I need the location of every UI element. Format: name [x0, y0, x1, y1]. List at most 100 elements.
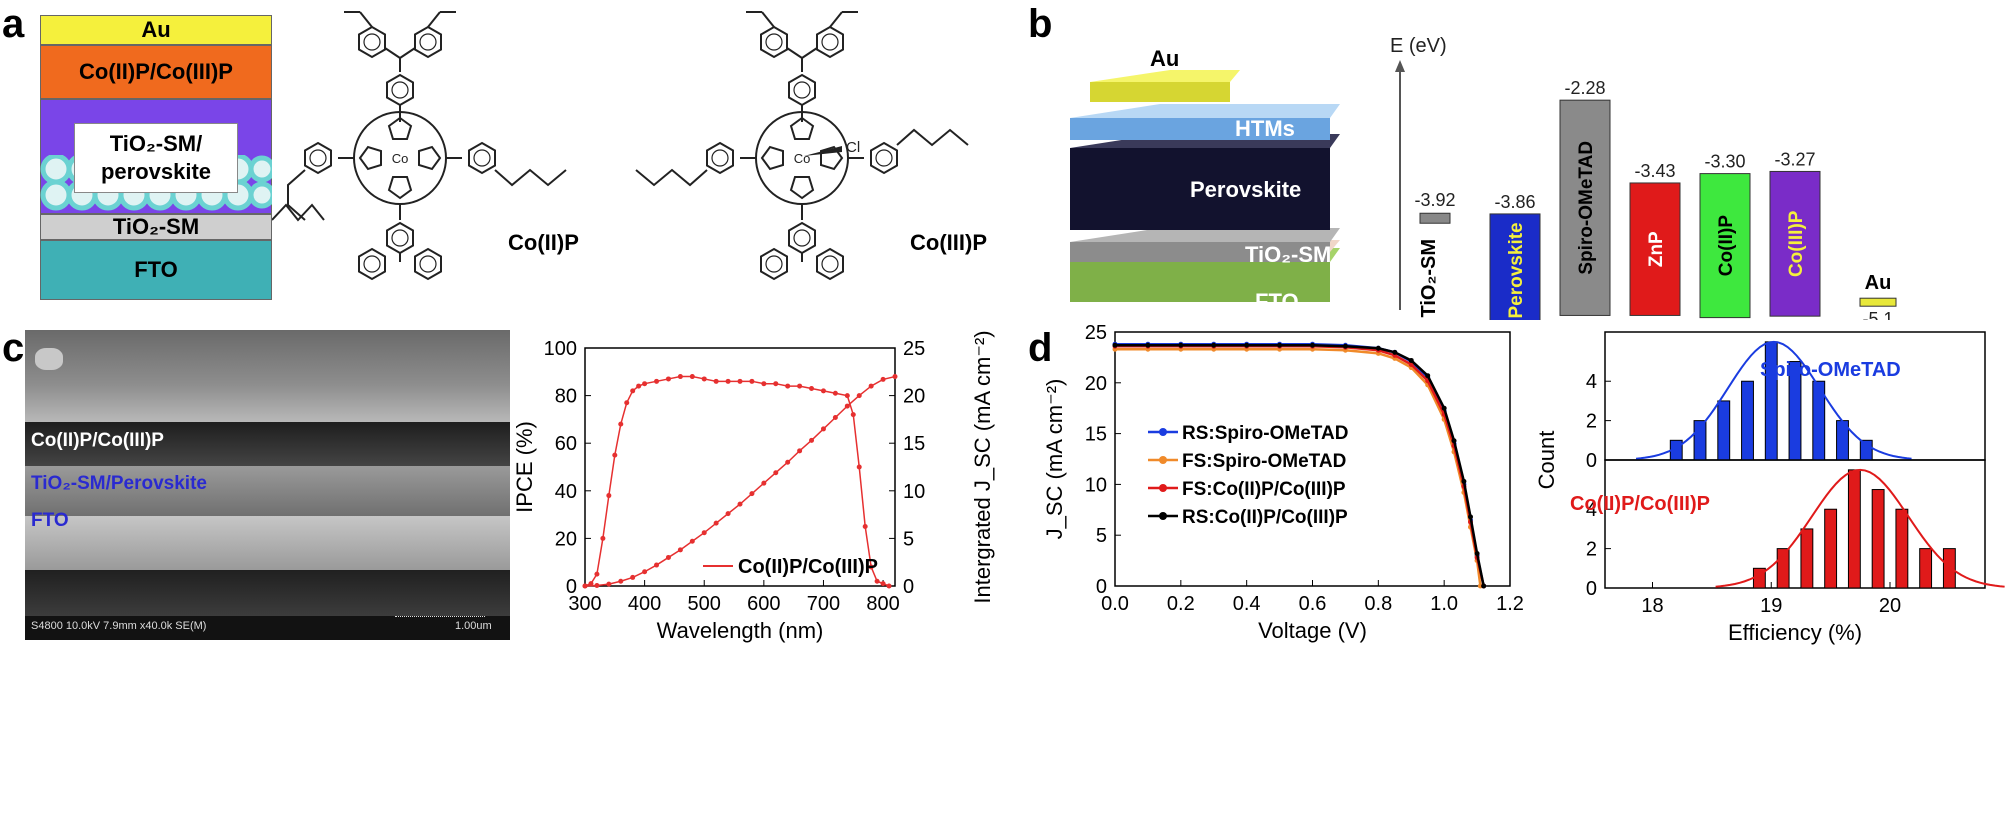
- ipce-point-1-20: [820, 426, 826, 432]
- ipce-point-0-18: [737, 378, 743, 384]
- jv-xtick-label-0: 0.0: [1101, 593, 1129, 615]
- ipce-point-1-21: [832, 414, 838, 420]
- hist-bar-1-4: [1847, 469, 1861, 589]
- jv-point-3-11: [1425, 373, 1431, 379]
- ipce-point-1-10: [701, 530, 707, 536]
- jv-point-3-14: [1461, 478, 1467, 484]
- ipce-point-1-24: [868, 383, 874, 389]
- jv-legend-marker-0: [1159, 428, 1167, 436]
- sem-footer-text: S4800 10.0kV 7.9mm x40.0k SE(M): [31, 620, 207, 632]
- chlorine-atom-label: Cl: [846, 139, 860, 156]
- ipce-point-1-26: [892, 374, 898, 380]
- jv-point-3-1: [1145, 342, 1151, 348]
- ipce-point-1-11: [713, 520, 719, 526]
- ipce-point-0-28: [850, 412, 856, 418]
- layer-tio2-label: TiO₂-SM: [112, 214, 200, 239]
- hist-bar-1-2: [1800, 528, 1814, 589]
- ipce-point-1-13: [737, 501, 743, 507]
- ipce-y2tick-label-4: 20: [903, 386, 925, 408]
- ipce-ytick-label-4: 80: [555, 386, 577, 408]
- energy-axis-arrow: [1395, 60, 1405, 72]
- energy-bar-name-0: TiO₂-SM: [1418, 239, 1440, 318]
- ipce-point-1-25: [880, 376, 886, 382]
- panel-label-d: d: [1028, 326, 1053, 370]
- ipce-point-1-1: [594, 583, 600, 589]
- jv-legend-marker-3: [1159, 512, 1167, 520]
- ipce-ytick-label-1: 20: [555, 528, 577, 550]
- device-stack-a: Au Co(II)P/Co(III)P TiO₂-SM/ perovskite …: [40, 15, 272, 300]
- ipce-point-1-22: [844, 403, 850, 409]
- tio2-sm-label-line1: TiO₂-SM/: [109, 131, 203, 156]
- jv-ytick-label-2: 10: [1085, 474, 1107, 496]
- hist-frame-1: [1604, 459, 1986, 589]
- ipce-point-0-17: [725, 378, 731, 384]
- ipce-point-0-24: [809, 385, 815, 391]
- ipce-point-0-6: [618, 421, 624, 427]
- jv-xtick-label-4: 0.8: [1364, 593, 1392, 615]
- layer-fto: FTO: [40, 240, 272, 300]
- sem-label-fto: FTO: [31, 510, 69, 531]
- stack-au-label: Au: [1150, 46, 1179, 71]
- energy-bar-0: [1419, 212, 1451, 224]
- jv-legend-label-2: FS:Co(II)P/Co(III)P: [1182, 479, 1346, 500]
- sem-perovskite-region: [25, 466, 510, 516]
- stack-htms-label: HTMs: [1235, 116, 1295, 141]
- jv-ytick-label-5: 25: [1085, 322, 1107, 344]
- ipce-point-0-11: [654, 378, 660, 384]
- ipce-point-0-20: [761, 381, 767, 387]
- ipce-point-0-26: [832, 390, 838, 396]
- sem-scale-label: 1.00um: [455, 620, 492, 632]
- sem-label-perovskite: TiO₂-SM/Perovskite: [31, 473, 207, 494]
- jv-series-line-3: [1115, 343, 1485, 587]
- ipce-y2tick-label-5: 25: [903, 338, 925, 360]
- ipce-ylabel: IPCE (%): [512, 421, 537, 513]
- jv-xtick-label-6: 1.2: [1496, 593, 1524, 615]
- jv-ytick-label-3: 15: [1085, 424, 1107, 446]
- energy-bar-name-6: Au: [1865, 272, 1892, 294]
- energy-bottom-label-6: -5.1: [1862, 309, 1893, 320]
- jv-xtick-label-2: 0.4: [1233, 593, 1261, 615]
- cobalt-atom-label-2: Co: [794, 151, 811, 166]
- ipce-point-1-16: [773, 470, 779, 476]
- energy-levels: -3.92TiO₂-SM-3.86-5.43Perovskite-2.28-5.…: [1414, 78, 1897, 320]
- energy-bar-4: [1699, 173, 1751, 319]
- ipce-point-0-12: [665, 376, 671, 382]
- ipce-point-0-19: [749, 378, 755, 384]
- sem-label-htm: Co(II)P/Co(III)P: [31, 430, 164, 451]
- ipce-point-1-23: [856, 393, 862, 399]
- energy-top-label-0: -3.92: [1414, 190, 1455, 210]
- hist-bar-1-7: [1919, 548, 1933, 589]
- ipce-point-0-3: [600, 535, 606, 541]
- panel-label-b: b: [1028, 2, 1053, 46]
- ipce-point-0-15: [701, 376, 707, 382]
- layer-htm: Co(II)P/Co(III)P: [40, 45, 272, 99]
- jv-legend-marker-1: [1159, 456, 1167, 464]
- energy-bar-2: [1559, 99, 1611, 316]
- ipce-point-0-14: [689, 374, 695, 380]
- hist-xtick-label-2: 20: [1879, 595, 1901, 617]
- ipce-xtick-label-0: 300: [568, 593, 601, 615]
- ipce-point-1-6: [654, 562, 660, 568]
- hist-series-label-1: Co(II)P/Co(III)P: [1570, 493, 1710, 515]
- sem-image: Co(II)P/Co(III)P TiO₂-SM/Perovskite FTO …: [25, 330, 510, 640]
- ipce-y2tick-label-3: 15: [903, 433, 925, 455]
- tio2-perovskite-label-box: TiO₂-SM/ perovskite: [74, 123, 238, 193]
- hist-ylabel: Count: [1534, 431, 1559, 490]
- jv-point-3-7: [1342, 343, 1348, 349]
- cobalt-atom-label: Co: [392, 151, 409, 166]
- ipce-y2tick-label-0: 0: [903, 576, 914, 598]
- jv-legend-label-1: FS:Spiro-OMeTAD: [1182, 451, 1346, 472]
- ipce-point-1-7: [665, 554, 671, 560]
- jv-legend-label-3: RS:Co(II)P/Co(III)P: [1182, 507, 1348, 528]
- jv-ytick-label-1: 5: [1096, 525, 1107, 547]
- jv-point-3-0: [1112, 342, 1118, 348]
- layer-htm-label: Co(II)P/Co(III)P: [79, 59, 233, 84]
- hist-ytick-label-0-1: 2: [1586, 411, 1597, 433]
- panel-label-a: a: [2, 2, 25, 46]
- molecule-co-iii-p: Co Cl Co(III)P: [635, 11, 987, 280]
- ipce-point-1-2: [606, 581, 612, 587]
- ipce-xtick-label-3: 600: [747, 593, 780, 615]
- ipce-y2label: Intergrated J_SC (mA cm⁻²): [970, 330, 995, 603]
- hist-xtick-label-1: 19: [1760, 595, 1782, 617]
- energy-top-label-4: -3.30: [1704, 152, 1745, 172]
